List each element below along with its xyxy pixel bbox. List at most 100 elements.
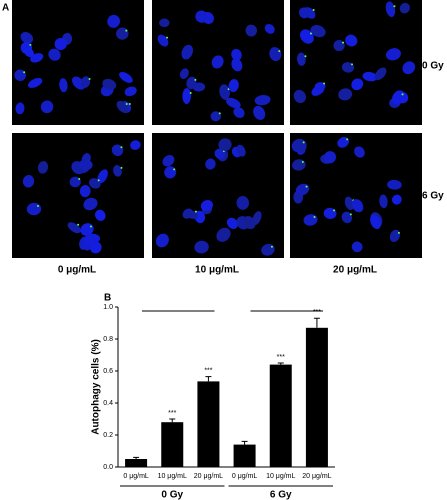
error-bar <box>133 456 140 459</box>
puncta <box>97 179 100 182</box>
micrograph <box>290 0 422 125</box>
nucleus <box>179 68 189 79</box>
puncta <box>309 32 312 35</box>
puncta <box>125 102 128 105</box>
puncta <box>189 92 192 95</box>
nucleus <box>111 144 124 157</box>
puncta <box>128 103 131 106</box>
nucleus <box>83 197 98 211</box>
nucleus <box>310 25 326 38</box>
bar <box>161 422 184 467</box>
puncta <box>77 223 80 226</box>
puncta <box>304 55 307 58</box>
nucleus <box>341 211 353 224</box>
nucleus <box>269 47 282 62</box>
y-tick-label: 1.0 <box>103 304 113 311</box>
error-bar <box>241 440 248 445</box>
micrographs <box>12 0 422 258</box>
nucleus <box>219 84 230 100</box>
micrograph <box>12 133 144 258</box>
y-tick-label: 0.6 <box>103 368 113 375</box>
nucleus <box>185 210 199 219</box>
nucleus <box>186 76 197 90</box>
nucleus <box>333 39 345 52</box>
error-bar <box>205 376 212 382</box>
puncta <box>23 71 26 74</box>
nucleus <box>194 240 209 254</box>
x-tick-label: 20 μg/mL <box>194 473 223 480</box>
nucleus <box>24 47 35 58</box>
x-tick-label: 10 μg/mL <box>266 473 295 480</box>
puncta <box>346 138 349 141</box>
nucleus <box>374 67 387 81</box>
nucleus <box>341 62 355 73</box>
nucleus <box>210 111 221 122</box>
nucleus <box>293 89 306 104</box>
nucleus <box>211 55 224 69</box>
column-label: 20 μg/mL <box>333 265 377 276</box>
nucleus <box>155 233 169 248</box>
nucleus <box>95 209 106 221</box>
puncta <box>194 210 197 213</box>
puncta <box>194 78 197 81</box>
nucleus <box>385 48 401 61</box>
nucleus <box>391 194 402 205</box>
nucleus <box>345 34 358 47</box>
nucleus <box>323 151 337 164</box>
puncta <box>173 168 176 171</box>
x-tick-label: 0 μg/mL <box>232 473 258 480</box>
nucleus <box>351 199 364 213</box>
nucleus <box>59 78 68 93</box>
nucleus <box>182 88 192 104</box>
nucleus <box>40 100 54 114</box>
bar <box>197 381 220 467</box>
nucleus <box>385 1 396 18</box>
y-tick-label: 0.4 <box>103 400 113 407</box>
puncta <box>333 209 336 212</box>
nucleus <box>164 166 177 179</box>
nucleus <box>88 178 101 189</box>
row-label: 6 Gy <box>422 191 444 202</box>
nucleus <box>387 179 402 190</box>
bar <box>269 364 292 467</box>
nucleus <box>297 52 306 66</box>
nucleus <box>214 148 226 160</box>
nucleus <box>37 161 49 174</box>
puncta <box>78 177 81 180</box>
nucleus <box>159 18 170 28</box>
puncta <box>120 146 123 149</box>
significance: *** <box>204 367 212 374</box>
nucleus <box>253 105 266 120</box>
puncta <box>301 160 304 163</box>
bar <box>233 444 256 467</box>
nucleus <box>102 78 117 90</box>
nucleus <box>233 107 245 118</box>
y-tick-label: 0.8 <box>103 336 113 343</box>
nucleus <box>181 44 193 60</box>
nucleus <box>245 24 258 37</box>
nucleus <box>351 78 364 91</box>
nucleus <box>78 159 93 171</box>
nucleus <box>200 199 213 212</box>
bar <box>305 327 328 467</box>
nucleus <box>48 48 61 61</box>
nucleus <box>344 196 354 211</box>
error-bar <box>313 317 320 328</box>
nucleus <box>119 71 133 83</box>
y-tick-label: 0.2 <box>103 432 113 439</box>
puncta <box>302 141 305 144</box>
puncta <box>278 50 281 53</box>
nucleus <box>27 78 43 88</box>
x-tick-label: 10 μg/mL <box>158 473 187 480</box>
nucleus <box>218 138 232 152</box>
puncta <box>313 215 316 218</box>
puncta <box>29 43 32 46</box>
group-label: 6 Gy <box>270 490 292 500</box>
nucleus <box>22 174 35 188</box>
panel-label: B <box>104 293 111 304</box>
puncta <box>397 231 400 234</box>
nucleus <box>79 184 91 198</box>
nucleus <box>226 97 241 109</box>
